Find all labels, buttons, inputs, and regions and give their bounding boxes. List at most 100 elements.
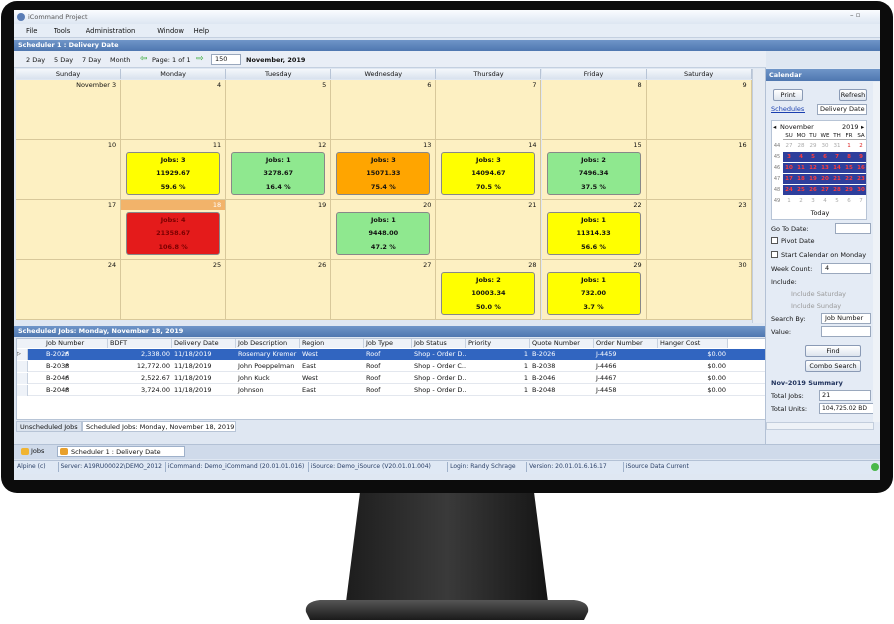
grid-tab[interactable]: Unscheduled Jobs [16, 421, 82, 432]
menu-item[interactable]: Window [157, 27, 184, 35]
mini-day[interactable]: 6 [847, 198, 851, 204]
pivot-checkbox[interactable] [771, 237, 778, 244]
search-by-dropdown[interactable]: Job Number [821, 313, 871, 324]
refresh-button[interactable]: Refresh [839, 89, 867, 101]
prev-page-arrow[interactable]: ⇦ [140, 54, 148, 64]
day-cell[interactable]: 26 [226, 260, 332, 320]
mini-day[interactable]: 4 [823, 198, 827, 204]
mini-day[interactable]: 3 [783, 152, 795, 162]
job-summary[interactable]: Jobs: 1 732.00 3.7 % [546, 272, 641, 315]
day-cell[interactable]: 6 [331, 80, 437, 140]
mini-day[interactable]: 18 [795, 174, 807, 184]
value-input[interactable] [821, 326, 871, 337]
day-cell[interactable]: 11 Jobs: 3 11929.67 59.6 % [121, 140, 227, 200]
include-sunday[interactable]: Include Sunday [791, 302, 842, 310]
schedules-label[interactable]: Schedules: [771, 105, 805, 113]
mini-day[interactable]: 17 [783, 174, 795, 184]
mini-nav[interactable]: ▸ [861, 123, 865, 131]
mini-day[interactable]: 9 [855, 152, 866, 162]
view-button[interactable]: 2 Day [26, 56, 46, 64]
mini-day[interactable]: 30 [855, 185, 866, 195]
doc-tab[interactable]: Scheduler 1 : Delivery Date [57, 446, 185, 457]
go-to-date-input[interactable] [835, 223, 871, 234]
mini-day[interactable]: 27 [819, 185, 831, 195]
start-monday-checkbox[interactable] [771, 251, 778, 258]
zoom-input[interactable]: 150 [211, 54, 241, 65]
day-cell[interactable]: 8 [541, 80, 647, 140]
grid-tab[interactable]: Scheduled Jobs: Monday, November 18, 201… [82, 421, 236, 432]
mini-nav[interactable]: ◂ [773, 123, 777, 131]
mini-day[interactable]: 24 [783, 185, 795, 195]
mini-day[interactable]: 6 [819, 152, 831, 162]
mini-day[interactable]: 2 [859, 143, 863, 149]
day-cell[interactable]: 30 [646, 260, 752, 320]
day-cell[interactable]: 20 Jobs: 1 9448.00 47.2 % [331, 200, 437, 260]
combo-search-button[interactable]: Combo Search [805, 360, 861, 372]
mini-day[interactable]: 15 [843, 163, 855, 173]
job-summary[interactable]: Jobs: 3 11929.67 59.6 % [126, 152, 221, 195]
day-cell[interactable]: 14 Jobs: 3 14094.67 70.5 % [436, 140, 542, 200]
day-cell[interactable]: 28 Jobs: 2 10003.34 50.0 % [436, 260, 542, 320]
mini-day[interactable]: 7 [831, 152, 843, 162]
view-button[interactable]: Month [110, 56, 131, 64]
mini-day[interactable]: 4 [795, 152, 807, 162]
day-cell[interactable]: November 3 [16, 80, 122, 140]
menu-item[interactable]: Tools [53, 27, 71, 35]
doc-tab[interactable]: Jobs [31, 447, 45, 455]
print-button[interactable]: Print [773, 89, 803, 101]
day-cell[interactable]: 19 [226, 200, 332, 260]
mini-day[interactable]: 5 [835, 198, 839, 204]
job-summary[interactable]: Jobs: 1 3278.67 16.4 % [231, 152, 326, 195]
mini-day[interactable]: 11 [795, 163, 807, 173]
mini-day[interactable]: 2 [799, 198, 803, 204]
mini-today[interactable]: Today [810, 209, 830, 217]
menu-item[interactable]: File [26, 27, 38, 35]
mini-day[interactable]: 12 [807, 163, 819, 173]
mini-day[interactable]: 28 [831, 185, 843, 195]
day-cell[interactable]: 21 [436, 200, 542, 260]
day-cell[interactable]: 13 Jobs: 3 15071.33 75.4 % [331, 140, 437, 200]
menu-item[interactable]: Help [193, 27, 210, 35]
job-summary[interactable]: Jobs: 2 10003.34 50.0 % [441, 272, 536, 315]
status-item[interactable]: iSource Data Current [625, 463, 689, 470]
day-cell[interactable]: 12 Jobs: 1 3278.67 16.4 % [226, 140, 332, 200]
next-page-arrow[interactable]: ⇨ [196, 54, 204, 64]
day-cell[interactable]: 5 [226, 80, 332, 140]
mini-day[interactable]: 1 [847, 143, 851, 149]
day-cell[interactable]: 29 Jobs: 1 732.00 3.7 % [541, 260, 647, 320]
mini-day[interactable]: 8 [843, 152, 855, 162]
week-count-dropdown[interactable]: 4 [821, 263, 871, 274]
mini-day[interactable]: 22 [843, 174, 855, 184]
job-summary[interactable]: Jobs: 2 7496.34 37.5 % [546, 152, 641, 195]
mini-day[interactable]: 5 [807, 152, 819, 162]
job-summary[interactable]: Jobs: 1 11314.33 56.6 % [546, 212, 641, 255]
mini-day[interactable]: 3 [811, 198, 815, 204]
find-button[interactable]: Find [805, 345, 861, 357]
mini-day[interactable]: 30 [821, 143, 829, 149]
mini-day[interactable]: 10 [783, 163, 795, 173]
day-cell[interactable]: 9 [646, 80, 752, 140]
mini-day[interactable]: 26 [807, 185, 819, 195]
mini-day[interactable]: 13 [819, 163, 831, 173]
grid-row[interactable] [17, 373, 765, 384]
day-cell[interactable]: 18 Jobs: 4 21358.67 106.8 % [121, 200, 227, 260]
mini-day[interactable]: 23 [855, 174, 866, 184]
grid-row[interactable] [17, 385, 765, 396]
view-button[interactable]: 7 Day [82, 56, 102, 64]
job-summary[interactable]: Jobs: 3 14094.67 70.5 % [441, 152, 536, 195]
day-cell[interactable]: 25 [121, 260, 227, 320]
day-cell[interactable]: 16 [646, 140, 752, 200]
mini-day[interactable]: 21 [831, 174, 843, 184]
job-summary[interactable]: Jobs: 4 21358.67 106.8 % [126, 212, 221, 255]
job-summary[interactable]: Jobs: 1 9448.00 47.2 % [336, 212, 431, 255]
menu-item[interactable]: Administration [85, 27, 136, 35]
mini-day[interactable]: 16 [855, 163, 866, 173]
job-summary[interactable]: Jobs: 3 15071.33 75.4 % [336, 152, 431, 195]
mini-day[interactable]: 29 [843, 185, 855, 195]
mini-day[interactable]: 28 [797, 143, 805, 149]
include-saturday[interactable]: Include Saturday [791, 290, 847, 298]
day-cell[interactable]: 27 [331, 260, 437, 320]
mini-day[interactable]: 29 [809, 143, 817, 149]
day-cell[interactable]: 4 [121, 80, 227, 140]
mini-day[interactable]: 27 [785, 143, 793, 149]
